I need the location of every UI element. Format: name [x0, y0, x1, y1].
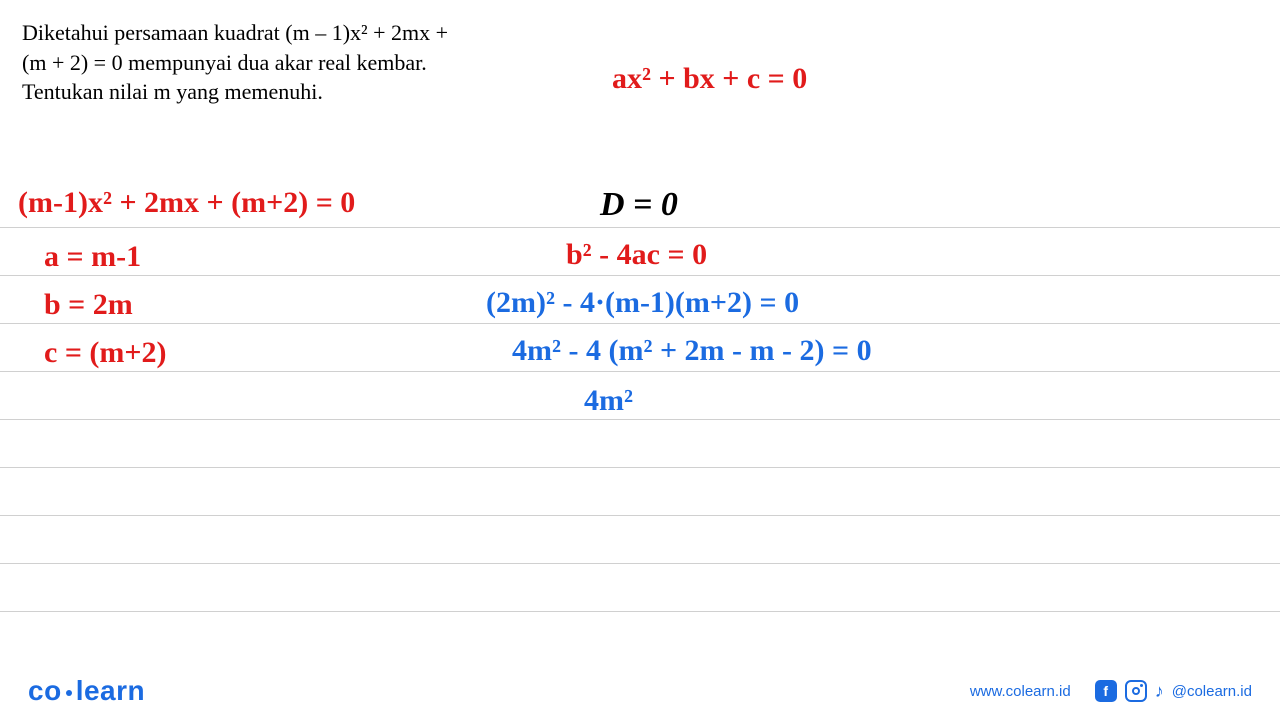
problem-line-1: Diketahui persamaan kuadrat (m – 1)x² + …	[22, 18, 502, 48]
discriminant-condition: D = 0	[600, 186, 678, 224]
facebook-icon[interactable]: f	[1095, 680, 1117, 702]
instagram-icon[interactable]	[1125, 680, 1147, 702]
discriminant-step-3: 4m² - 4 (m² + 2m - m - 2) = 0	[512, 334, 872, 368]
brand-co: co	[28, 675, 62, 707]
discriminant-step-2: (2m)² - 4·(m-1)(m+2) = 0	[486, 286, 799, 320]
footer-right: www.colearn.id f ♪ @colearn.id	[970, 680, 1252, 702]
brand-dot-icon	[66, 690, 72, 696]
brand-logo: co learn	[28, 675, 145, 707]
equation-restated: (m-1)x² + 2mx + (m+2) = 0	[18, 186, 355, 220]
footer: co learn www.colearn.id f ♪ @colearn.id	[0, 662, 1280, 720]
social-handle[interactable]: @colearn.id	[1172, 683, 1252, 700]
standard-quadratic-form: ax² + bx + c = 0	[612, 62, 807, 96]
coefficient-c: c = (m+2)	[44, 336, 166, 370]
coefficient-b: b = 2m	[44, 288, 133, 322]
discriminant-step-4: 4m²	[584, 384, 633, 418]
problem-statement: Diketahui persamaan kuadrat (m – 1)x² + …	[22, 18, 502, 107]
footer-url[interactable]: www.colearn.id	[970, 683, 1071, 700]
tiktok-icon[interactable]: ♪	[1155, 681, 1164, 702]
problem-line-3: Tentukan nilai m yang memenuhi.	[22, 77, 502, 107]
coefficient-a: a = m-1	[44, 240, 141, 274]
discriminant-step-1: b² - 4ac = 0	[566, 238, 707, 272]
social-icons: f ♪ @colearn.id	[1095, 680, 1252, 702]
brand-learn: learn	[76, 675, 145, 707]
problem-line-2: (m + 2) = 0 mempunyai dua akar real kemb…	[22, 48, 502, 78]
